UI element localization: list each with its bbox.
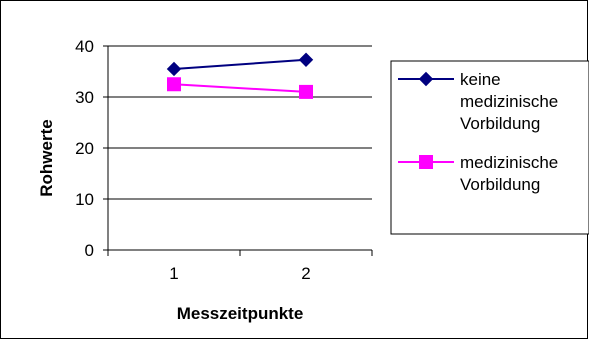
legend-entry-1: keine medizinische Vorbildung (398, 70, 558, 133)
data-point (167, 77, 181, 92)
legend-label: keine (460, 70, 501, 89)
series-layer (166, 52, 314, 99)
series-2 (167, 77, 313, 99)
legend-marker (418, 71, 434, 87)
legend-marker (419, 155, 433, 169)
y-tick-label: 0 (85, 241, 94, 260)
legend-label: medizinische (460, 153, 558, 172)
data-point (298, 52, 314, 67)
y-tick-label: 30 (75, 88, 94, 107)
legend-label: Vorbildung (460, 114, 540, 133)
gridlines (108, 45, 372, 200)
series-1 (166, 52, 314, 77)
x-axis-title: Messzeitpunkte (177, 304, 304, 323)
legend-label: Vorbildung (460, 175, 540, 194)
data-point (299, 84, 313, 99)
legend-box (390, 60, 589, 235)
y-tick-label: 10 (75, 190, 94, 209)
y-tick-label: 20 (75, 139, 94, 158)
series-line (173, 58, 307, 70)
y-tick-label: 40 (75, 37, 94, 56)
legend-label: medizinische (460, 92, 558, 111)
y-axis-title: Rohwerte (37, 119, 56, 196)
legend: keine medizinische Vorbildung medizinische V… (390, 60, 589, 235)
data-point (166, 61, 182, 77)
series-line (173, 83, 307, 93)
legend-entry-2: medizinische Vorbildung (398, 153, 558, 194)
y-axis-ticks: 0 10 20 30 40 (75, 37, 108, 260)
x-tick-label: 2 (301, 264, 310, 283)
x-tick-label: 1 (169, 264, 178, 283)
